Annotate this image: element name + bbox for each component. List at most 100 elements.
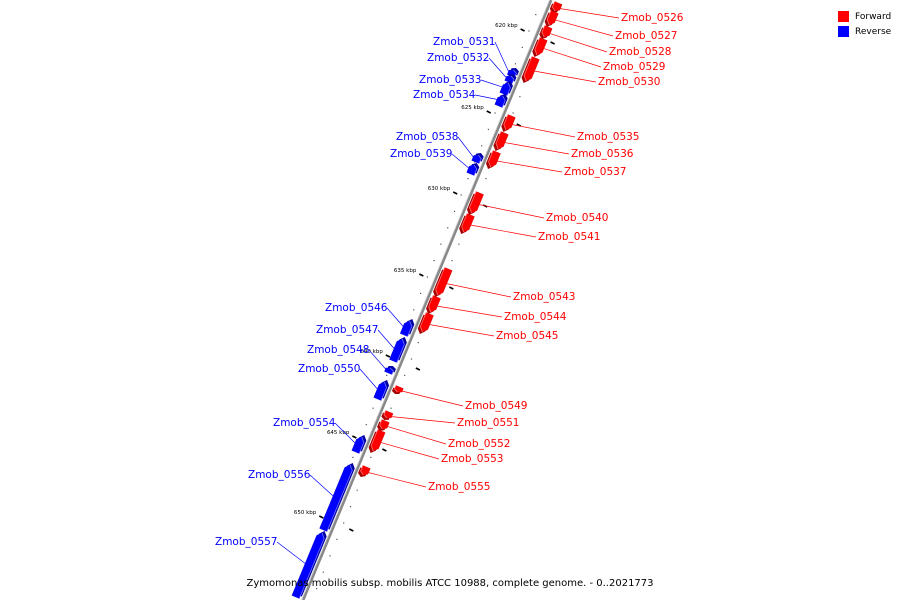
minor-tick xyxy=(316,588,318,590)
gene-leader-line xyxy=(402,390,464,407)
gene-arrow-zmob-0555[interactable] xyxy=(358,465,371,477)
gene-arrow-zmob-0543[interactable] xyxy=(433,267,453,297)
minor-tick xyxy=(420,292,422,294)
gene-label: Zmob_0532 xyxy=(427,52,489,64)
gene-leader-line xyxy=(549,33,608,53)
gene-arrow-zmob-0550[interactable] xyxy=(373,380,390,401)
gene-arrow-zmob-0535[interactable] xyxy=(501,114,516,132)
gene-arrow-highlight xyxy=(488,150,494,168)
gene-arrow-zmob-0556[interactable] xyxy=(319,463,355,532)
tick-label: 625 kbp xyxy=(461,105,484,111)
gene-arrow-highlight xyxy=(358,436,365,454)
gene-arrow-zmob-0545[interactable] xyxy=(417,312,434,334)
minor-tick xyxy=(433,260,435,262)
major-tick-right xyxy=(550,41,555,45)
major-tick-right xyxy=(516,123,522,127)
gene-arrow-zmob-0557[interactable] xyxy=(291,531,327,599)
gene-arrow-zmob-0554[interactable] xyxy=(351,435,367,454)
gene-leader-line xyxy=(451,153,469,169)
gene-arrow-highlight xyxy=(461,213,468,233)
gene-leader-line xyxy=(437,305,503,318)
gene-label: Zmob_0553 xyxy=(441,453,503,465)
gene-arrow-highlight xyxy=(477,154,482,164)
legend-swatch-reverse xyxy=(838,26,849,37)
gene-arrow-highlight xyxy=(510,75,515,84)
gene-leader-line xyxy=(534,70,597,83)
tick-label: 630 kbp xyxy=(428,186,451,192)
gene-label: Zmob_0552 xyxy=(448,438,510,450)
gene-arrow-zmob-0549[interactable] xyxy=(391,385,404,395)
gene-label: Zmob_0543 xyxy=(513,291,575,303)
gene-label: Zmob_0531 xyxy=(433,36,495,48)
gene-arrow-highlight xyxy=(380,381,387,401)
minor-tick xyxy=(404,374,406,376)
gene-arrow-zmob-0532[interactable] xyxy=(504,74,517,84)
gene-leader-line xyxy=(391,416,456,424)
minor-tick xyxy=(494,112,496,114)
gene-arrow-highlight xyxy=(360,465,364,476)
gene-arrow-zmob-0547[interactable] xyxy=(389,337,407,363)
gene-arrow-highlight xyxy=(495,131,502,150)
gene-leader-line xyxy=(276,541,306,564)
gene-arrow-zmob-0544[interactable] xyxy=(426,295,441,314)
gene-arrow-zmob-0548[interactable] xyxy=(384,365,396,375)
gene-arrow-zmob-0540[interactable] xyxy=(466,191,484,215)
gene-arrow-zmob-0536[interactable] xyxy=(493,131,509,151)
gene-leader-line xyxy=(494,41,509,72)
gene-arrow-zmob-0537[interactable] xyxy=(486,150,501,169)
gene-leader-line xyxy=(386,307,404,327)
minor-tick xyxy=(426,276,428,278)
gene-arrow-zmob-0526[interactable] xyxy=(549,1,563,13)
gene-leader-line xyxy=(334,422,356,444)
gene-arrow-zmob-0534[interactable] xyxy=(494,94,508,108)
gene-arrow-zmob-0552[interactable] xyxy=(377,419,390,431)
gene-arrow-zmob-0551[interactable] xyxy=(381,410,394,420)
gene-label: Zmob_0538 xyxy=(396,131,458,143)
gene-leader-line xyxy=(474,94,497,100)
gene-arrow-zmob-0533[interactable] xyxy=(499,81,513,96)
minor-tick xyxy=(413,309,415,311)
major-tick-right xyxy=(348,528,354,532)
minor-tick xyxy=(519,96,521,98)
gene-label: Zmob_0541 xyxy=(538,231,600,243)
gene-leader-line xyxy=(480,79,503,88)
gene-arrow-highlight xyxy=(407,320,413,337)
major-tick-left xyxy=(318,515,324,519)
minor-tick xyxy=(447,227,449,229)
gene-arrow-highlight xyxy=(428,295,434,313)
gene-arrow-zmob-0539[interactable] xyxy=(466,163,480,176)
gene-arrow-zmob-0541[interactable] xyxy=(459,213,475,234)
minor-tick xyxy=(343,522,345,524)
gene-label: Zmob_0550 xyxy=(298,363,360,375)
gene-arrow-highlight xyxy=(469,191,477,214)
gene-label: Zmob_0528 xyxy=(609,46,671,58)
genome-backbone xyxy=(301,0,553,600)
gene-arrow-highlight xyxy=(503,114,509,131)
minor-tick xyxy=(451,260,453,262)
minor-tick xyxy=(390,407,392,409)
gene-leader-line xyxy=(470,224,537,238)
major-tick-right xyxy=(448,286,454,290)
gene-label: Zmob_0535 xyxy=(577,131,639,143)
gene-label: Zmob_0533 xyxy=(419,74,481,86)
gene-leader-line xyxy=(309,474,334,497)
gene-arrow-zmob-0530[interactable] xyxy=(521,56,540,83)
gene-arrow-highlight xyxy=(389,367,394,375)
gene-arrow-zmob-0528[interactable] xyxy=(539,25,553,39)
gene-leader-line xyxy=(377,329,395,349)
gene-arrow-zmob-0546[interactable] xyxy=(399,319,415,337)
gene-arrow-highlight xyxy=(326,464,353,532)
gene-leader-line xyxy=(543,48,602,68)
minor-tick xyxy=(370,456,372,458)
minor-tick xyxy=(352,456,354,458)
gene-arrow-zmob-0529[interactable] xyxy=(532,37,548,57)
gene-arrow-zmob-0538[interactable] xyxy=(471,153,484,164)
minor-tick xyxy=(528,30,530,32)
major-tick-right xyxy=(382,448,387,452)
gene-arrow-zmob-0553[interactable] xyxy=(368,429,386,453)
gene-arrow-zmob-0527[interactable] xyxy=(544,10,559,27)
gene-label: Zmob_0554 xyxy=(273,417,336,429)
gene-label: Zmob_0530 xyxy=(598,76,660,88)
major-tick-left xyxy=(520,28,525,32)
gene-label: Zmob_0551 xyxy=(457,417,519,429)
